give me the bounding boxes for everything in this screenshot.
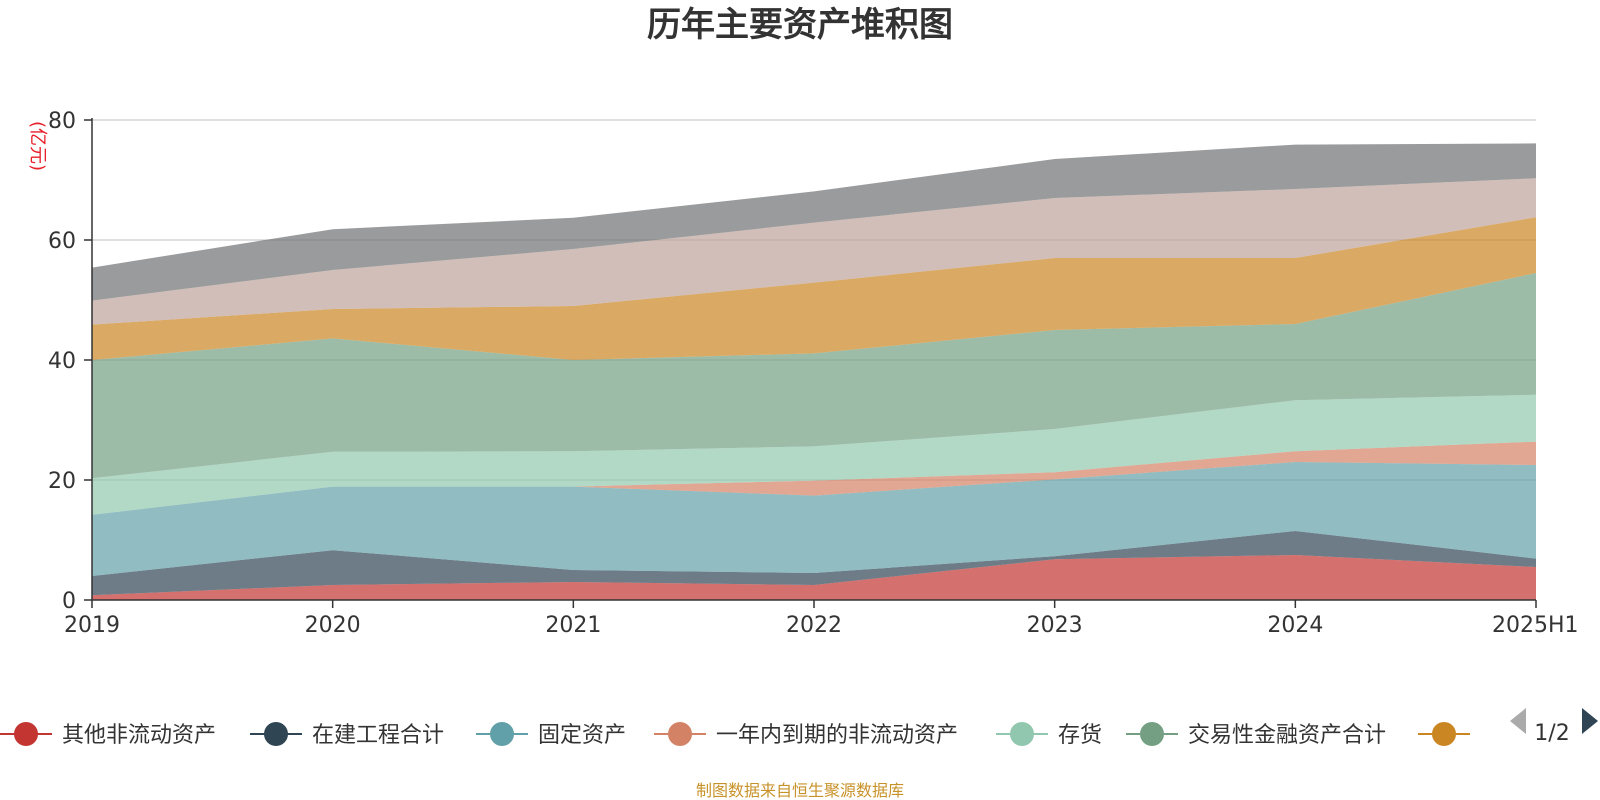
area-series-7[interactable] [92,217,1536,360]
area-series-4[interactable] [92,441,1536,515]
y-tick-label: 60 [48,229,76,254]
y-tick-label: 20 [48,469,76,494]
legend-marker-icon [1140,722,1164,746]
legend-label: 交易性金融资产合计 [1188,723,1386,748]
legend-marker-icon [1010,722,1034,746]
legend-marker-icon [668,722,692,746]
axes: 0 20 40 60 80 2019 2020 2021 2022 2023 2024 2025H1 [48,109,1579,638]
legend-marker-icon [14,722,38,746]
legend-item[interactable]: 固定资产 [476,722,626,748]
legend-label: 其他非流动资产 [62,723,216,748]
y-tick-label: 0 [62,589,76,614]
area-series-8[interactable] [92,178,1536,325]
x-tick-label: 2024 [1267,613,1323,638]
chart-title: 历年主要资产堆积图 [647,5,953,45]
legend-marker-icon [490,722,514,746]
area-series-6[interactable] [92,273,1536,479]
legend-label: 在建工程合计 [312,723,444,748]
area-series-3[interactable] [92,462,1536,576]
y-axis-unit-label: (亿元) [27,121,48,171]
legend-next-page-icon[interactable] [1582,708,1598,734]
x-tick-label: 2019 [64,613,120,638]
legend-label: 一年内到期的非流动资产 [716,723,958,748]
area-series-5[interactable] [92,394,1536,515]
legend-label: 固定资产 [538,723,626,748]
area-series-group [92,143,1536,600]
area-series-9[interactable] [92,143,1536,301]
x-tick-label: 2020 [305,613,361,638]
x-tick-label: 2025H1 [1492,613,1579,638]
x-tick-label: 2021 [545,613,601,638]
legend-item[interactable]: 存货 [996,722,1102,748]
y-tick-label: 80 [48,109,76,134]
area-series-1[interactable] [92,555,1536,600]
legend-marker-icon [264,722,288,746]
legend-item[interactable]: 交易性金融资产合计 [1126,722,1386,748]
legend-pager: 1/2 [1510,708,1598,746]
data-source-note: 制图数据来自恒生聚源数据库 [696,781,904,800]
y-tick-label: 40 [48,349,76,374]
legend: 其他非流动资产 在建工程合计 固定资产 一年内到期的非流动资产 存货 交易性金融资产合计 [0,722,1470,748]
legend-page-indicator: 1/2 [1534,721,1569,746]
legend-marker-icon [1432,722,1456,746]
legend-item[interactable]: 其他非流动资产 [0,722,216,748]
x-tick-label: 2022 [786,613,842,638]
legend-label: 存货 [1058,723,1102,748]
area-series-2[interactable] [92,531,1536,596]
legend-item[interactable]: 在建工程合计 [250,722,444,748]
legend-prev-page-icon[interactable] [1510,708,1526,734]
legend-item[interactable]: 一年内到期的非流动资产 [654,722,958,748]
legend-item[interactable] [1418,722,1470,746]
x-tick-label: 2023 [1027,613,1083,638]
